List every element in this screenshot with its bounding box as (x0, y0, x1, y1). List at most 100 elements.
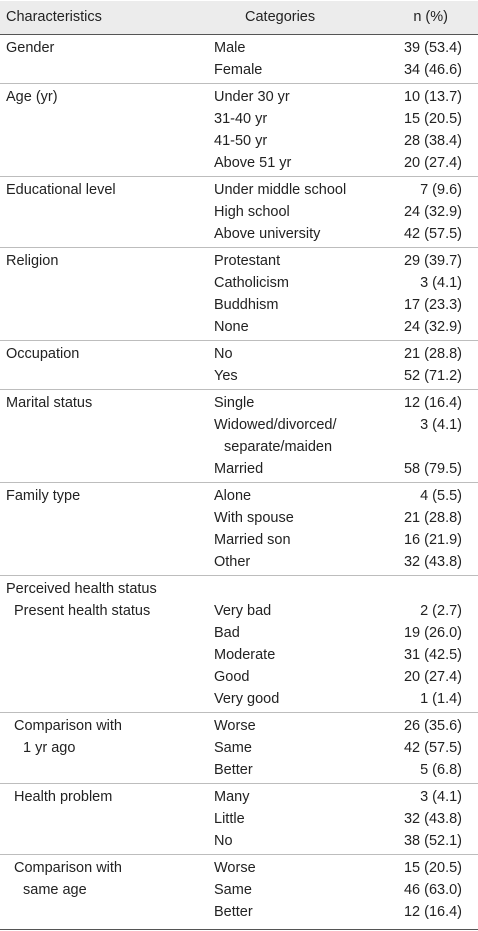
category-label: Moderate (214, 644, 275, 666)
category-text: Above university (214, 226, 321, 242)
characteristic-label: Marital status (6, 392, 92, 414)
table-row: No 38 (52.1) (0, 830, 478, 852)
category-text: Bad (214, 625, 240, 641)
table-row: Better 12 (16.4) (0, 901, 478, 923)
category-text: Above 51 yr (214, 155, 292, 171)
category-text: Female (214, 62, 263, 78)
table-group: Family type Alone 4 (5.5) With spouse 21 (28… (0, 485, 478, 573)
count-percent: 24 (32.9) (403, 319, 462, 335)
category-label: Better (214, 901, 253, 923)
category-label: Above university (214, 223, 320, 245)
characteristic-label: Family type (6, 485, 80, 507)
table-group: Perceived health status (0, 578, 478, 600)
category-text: Widowed/divorced/ (214, 417, 337, 433)
category-text: Buddhism (214, 297, 279, 313)
category-label: Catholicism (214, 272, 289, 294)
category-text: Married (214, 461, 264, 477)
count-percent: 19 (26.0) (403, 625, 462, 641)
table-row: Same 46 (63.0) (0, 879, 478, 901)
category-text: Under 30 yr (214, 89, 290, 105)
table-row: Above university 42 (57.5) (0, 223, 478, 245)
table-group: Religion Protestant 29 (39.7) Catholicism 3 … (0, 250, 478, 338)
header-categories: Categories (245, 9, 316, 25)
category-label: Buddhism (214, 294, 278, 316)
category-text: No (214, 833, 233, 849)
characteristic-text: Comparison with (14, 718, 122, 734)
table-row: Marital status Single 12 (16.4) (0, 392, 478, 414)
category-text: Little (214, 811, 245, 827)
category-label: None (214, 316, 249, 338)
category-text: Married son (214, 532, 291, 548)
characteristic-text: Age (yr) (6, 89, 58, 105)
table-header: Characteristics Categories n (%) (0, 1, 478, 34)
characteristic-label: Gender (6, 37, 54, 59)
count-percent: 31 (42.5) (403, 647, 462, 663)
count-percent: 17 (23.3) (403, 297, 462, 313)
characteristic-text-line2: same age (23, 882, 87, 898)
category-label: Other (214, 551, 250, 573)
category-text: Under middle school (214, 182, 347, 198)
characteristic-text: Comparison with (14, 860, 122, 876)
table-row: Good 20 (27.4) (0, 666, 478, 688)
count-percent: 21 (28.8) (403, 510, 462, 526)
characteristic-text: Educational level (6, 182, 116, 198)
header-n-percent: n (%) (413, 9, 448, 25)
count-percent: 34 (46.6) (403, 62, 462, 78)
table-row: Widowed/divorced/separate/maiden 3 (4.1) (0, 414, 478, 458)
count-percent: 52 (71.2) (403, 368, 462, 384)
category-text: High school (214, 204, 290, 220)
count-percent: 1 (1.4) (420, 691, 462, 707)
table-row: None 24 (32.9) (0, 316, 478, 338)
group-divider (0, 389, 478, 390)
characteristic-label: Religion (6, 250, 58, 272)
table-group: Age (yr) Under 30 yr 10 (13.7) 31-40 yr 15 (… (0, 86, 478, 174)
table-row: Buddhism 17 (23.3) (0, 294, 478, 316)
category-label: Single (214, 392, 254, 414)
count-percent: 39 (53.4) (403, 40, 462, 56)
category-text: Better (214, 904, 253, 920)
category-text: Yes (214, 368, 238, 384)
category-text: Very good (214, 691, 280, 707)
header-characteristics: Characteristics (6, 9, 102, 25)
group-divider (0, 340, 478, 341)
table-row: 31-40 yr 15 (20.5) (0, 108, 478, 130)
category-label: With spouse (214, 507, 294, 529)
table-row: With spouse 21 (28.8) (0, 507, 478, 529)
table-row: Catholicism 3 (4.1) (0, 272, 478, 294)
characteristic-label: Comparison with same age (14, 857, 122, 901)
table-row: Comparison with same age Worse 15 (20.5) (0, 857, 478, 898)
count-percent: 2 (2.7) (420, 603, 462, 619)
table-row: Occupation No 21 (28.8) (0, 343, 478, 365)
characteristic-text: Marital status (6, 395, 93, 411)
count-percent: 32 (43.8) (403, 811, 462, 827)
table-row: Educational level Under middle school 7 (9… (0, 179, 478, 201)
count-percent: 42 (57.5) (403, 740, 462, 756)
table-row: Female 34 (46.6) (0, 59, 478, 81)
table-header-rule (0, 34, 478, 35)
table-body: Gender Male 39 (53.4) Female 34 (46.6) Age (y… (0, 37, 478, 923)
category-label: Yes (214, 365, 238, 387)
table-row: Religion Protestant 29 (39.7) (0, 250, 478, 272)
category-label: Worse (214, 715, 256, 737)
table-row: Yes 52 (71.2) (0, 365, 478, 387)
characteristic-label: Educational level (6, 179, 116, 201)
characteristic-label: Age (yr) (6, 86, 58, 108)
category-label: Bad (214, 622, 240, 644)
count-percent: 20 (27.4) (403, 669, 462, 685)
category-label: Same (214, 879, 252, 901)
category-text: Alone (214, 488, 252, 504)
category-label: High school (214, 201, 290, 223)
group-divider (0, 575, 478, 576)
characteristic-text: Religion (6, 253, 59, 269)
table-row: Perceived health status (0, 578, 478, 600)
table-row: Present health status Very bad 2 (2.7) (0, 600, 478, 622)
table-row: Gender Male 39 (53.4) (0, 37, 478, 59)
category-label: No (214, 830, 233, 852)
table-row: Better 5 (6.8) (0, 759, 478, 781)
table-row: Comparison with 1 yr ago Worse 26 (35.6) (0, 715, 478, 756)
table-group: Present health status Very bad 2 (2.7) Bad 1… (0, 600, 478, 710)
category-text: With spouse (214, 510, 294, 526)
table-group: Health problem Many 3 (4.1) Little 32 (43.8)… (0, 786, 478, 852)
category-text: Worse (214, 860, 256, 876)
category-label: Many (214, 786, 249, 808)
